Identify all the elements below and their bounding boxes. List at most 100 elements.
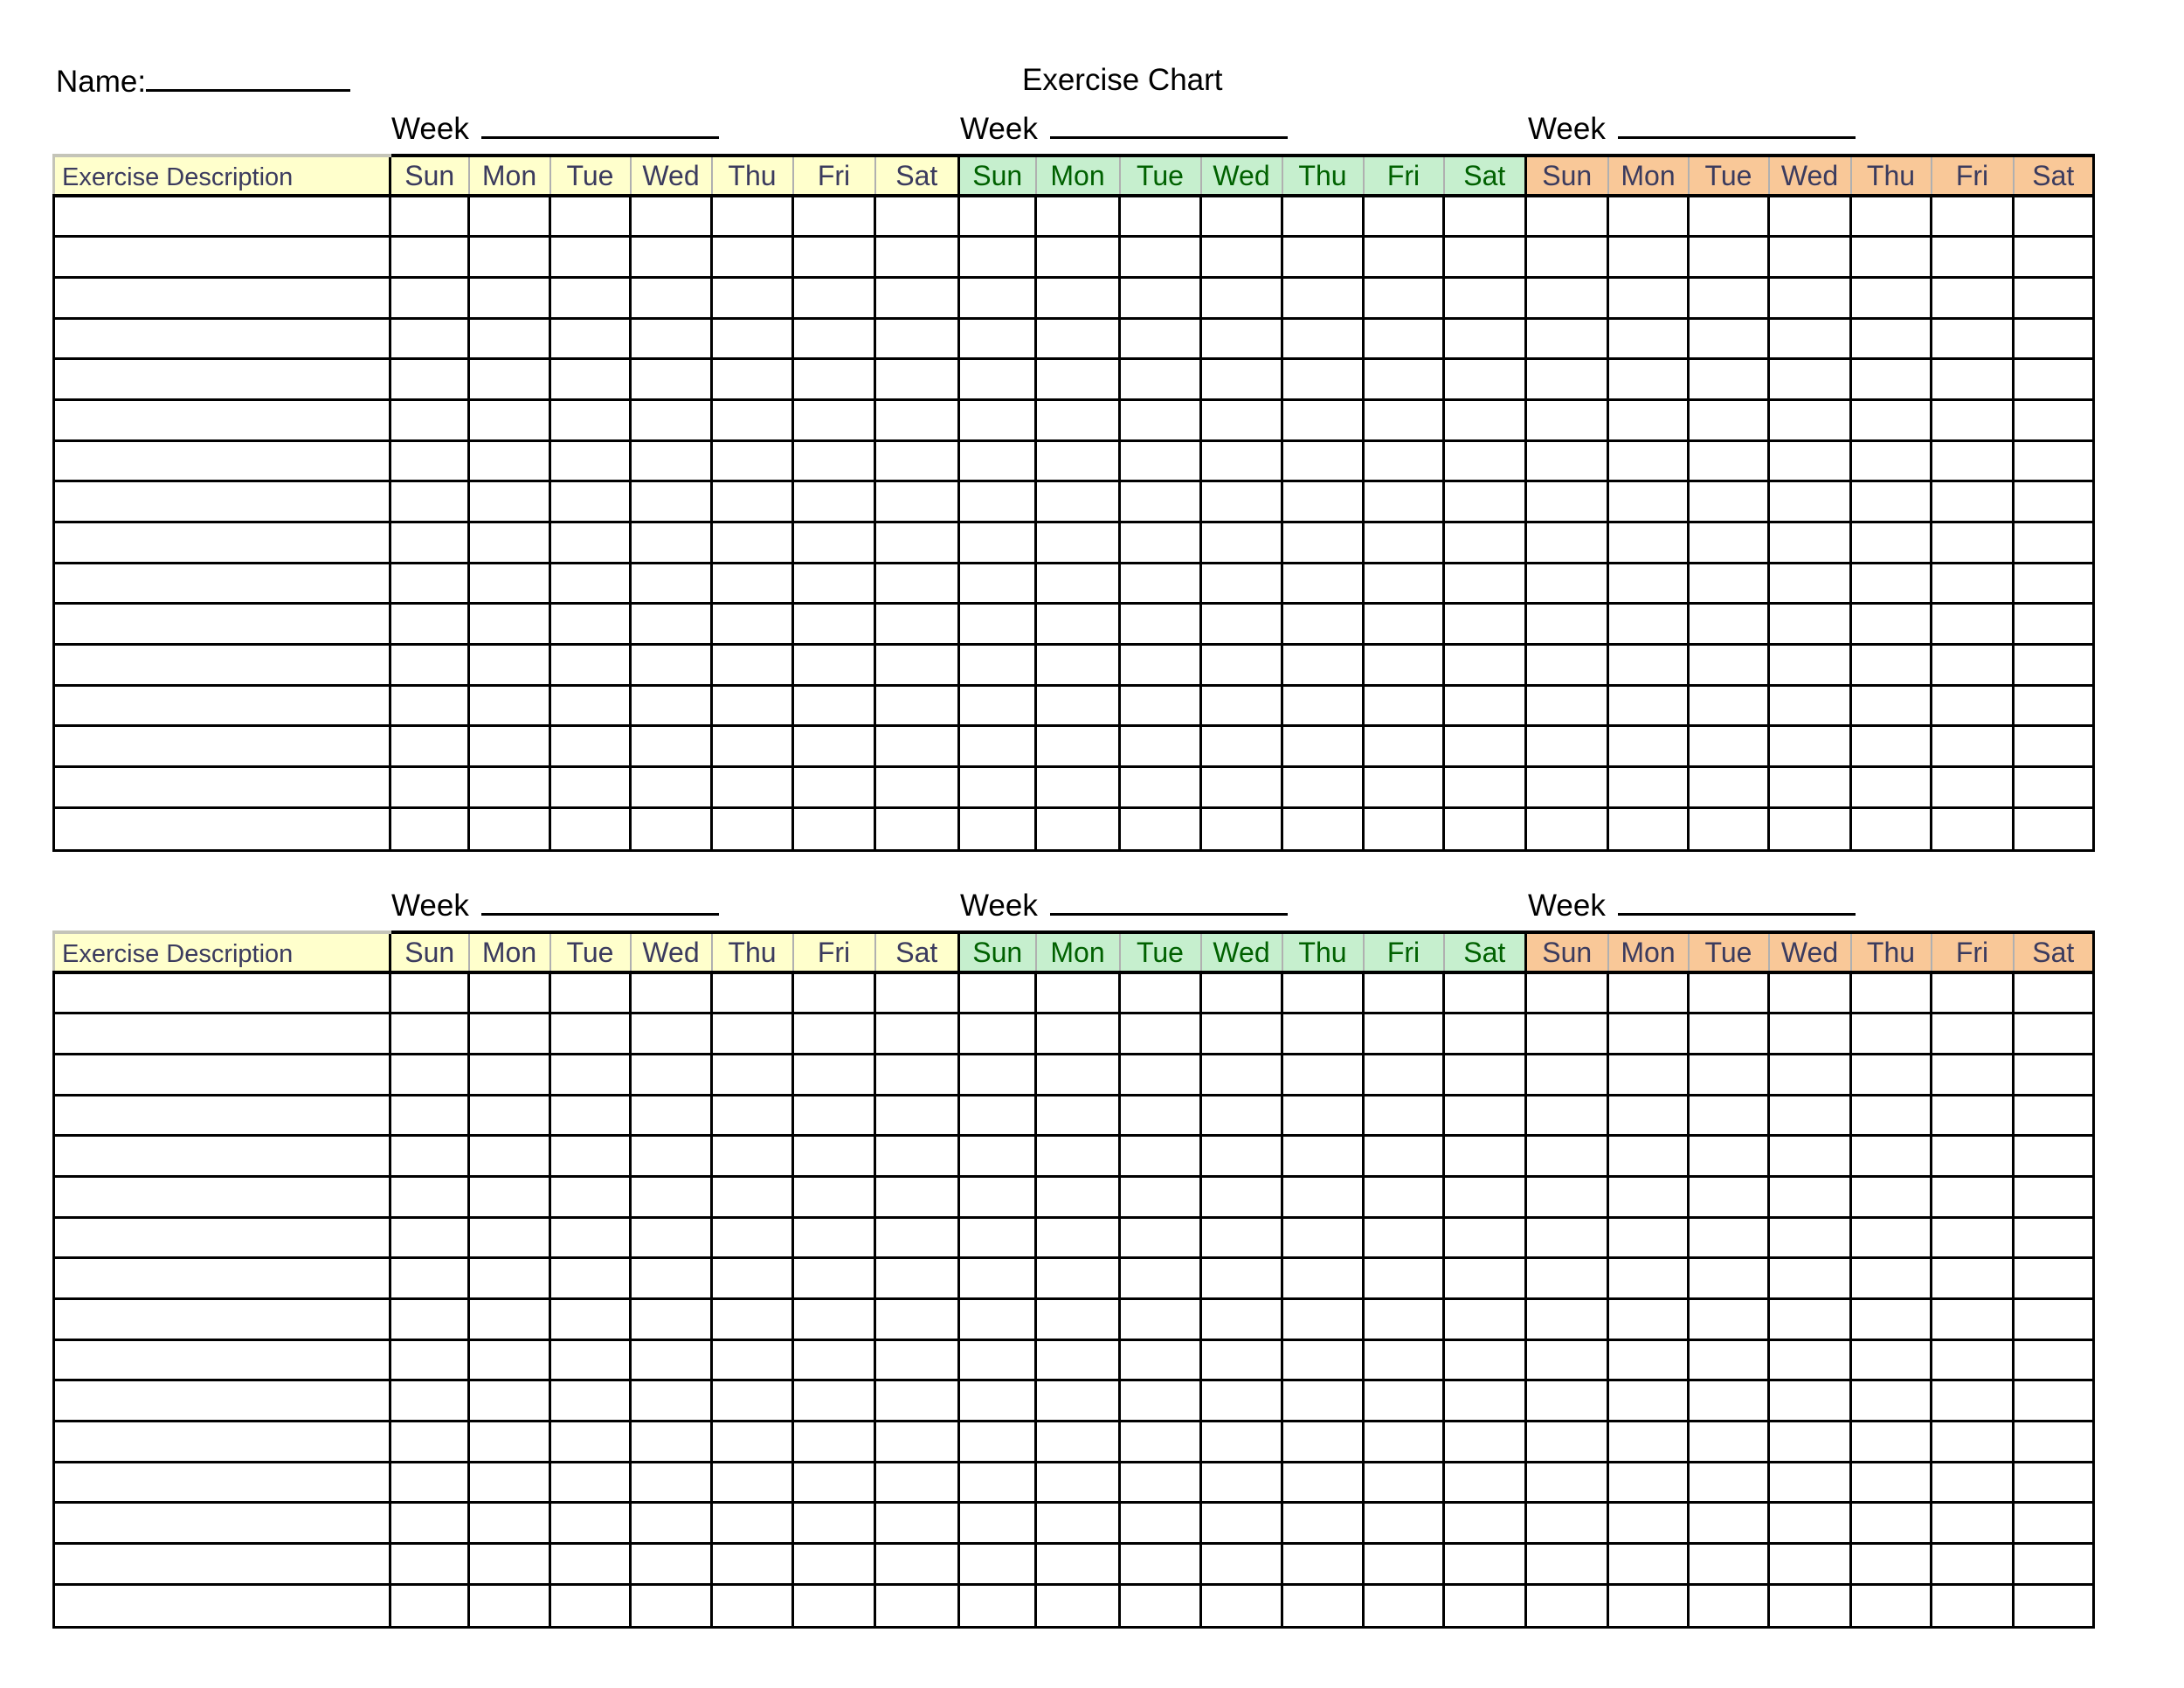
- day-entry-cell[interactable]: [1687, 1379, 1770, 1423]
- week-blank-line[interactable]: [1617, 112, 1856, 139]
- day-entry-cell[interactable]: [1199, 1215, 1283, 1260]
- day-entry-cell[interactable]: [957, 357, 1037, 401]
- day-entry-cell[interactable]: [1199, 194, 1283, 239]
- day-entry-cell[interactable]: [467, 275, 551, 320]
- day-entry-cell[interactable]: [2012, 275, 2095, 320]
- day-entry-cell[interactable]: [1930, 724, 2015, 769]
- day-entry-cell[interactable]: [2012, 1379, 2095, 1423]
- day-entry-cell[interactable]: [1118, 1542, 1202, 1586]
- day-entry-cell[interactable]: [1362, 1256, 1445, 1300]
- day-entry-cell[interactable]: [1849, 1215, 1932, 1260]
- day-entry-cell[interactable]: [1281, 1420, 1365, 1463]
- day-entry-cell[interactable]: [629, 235, 713, 279]
- day-entry-cell[interactable]: [957, 1174, 1037, 1219]
- day-entry-cell[interactable]: [791, 398, 876, 442]
- day-entry-cell[interactable]: [957, 724, 1037, 769]
- day-entry-cell[interactable]: [1118, 398, 1202, 442]
- exercise-description-cell[interactable]: [52, 602, 391, 647]
- day-entry-cell[interactable]: [1930, 316, 2015, 361]
- day-entry-cell[interactable]: [1687, 561, 1770, 605]
- day-entry-cell[interactable]: [1607, 643, 1690, 687]
- day-entry-cell[interactable]: [1849, 683, 1932, 728]
- day-entry-cell[interactable]: [1118, 439, 1202, 483]
- day-entry-cell[interactable]: [1199, 724, 1283, 769]
- day-entry-cell[interactable]: [1687, 480, 1770, 523]
- day-entry-cell[interactable]: [549, 683, 632, 728]
- day-entry-cell[interactable]: [1281, 602, 1365, 647]
- day-entry-cell[interactable]: [1687, 357, 1770, 401]
- day-entry-cell[interactable]: [629, 1174, 713, 1219]
- day-entry-cell[interactable]: [1442, 1582, 1527, 1629]
- day-entry-cell[interactable]: [1524, 724, 1609, 769]
- day-entry-cell[interactable]: [1118, 1134, 1202, 1178]
- day-entry-cell[interactable]: [389, 765, 470, 809]
- day-entry-cell[interactable]: [957, 1134, 1037, 1178]
- day-entry-cell[interactable]: [1281, 1582, 1365, 1629]
- exercise-description-cell[interactable]: [52, 1501, 391, 1546]
- day-entry-cell[interactable]: [1524, 806, 1609, 852]
- day-entry-cell[interactable]: [1687, 275, 1770, 320]
- day-entry-cell[interactable]: [1849, 1052, 1932, 1097]
- day-entry-cell[interactable]: [629, 275, 713, 320]
- day-entry-cell[interactable]: [791, 521, 876, 564]
- day-entry-cell[interactable]: [629, 398, 713, 442]
- day-entry-cell[interactable]: [1607, 398, 1690, 442]
- day-entry-cell[interactable]: [1034, 275, 1121, 320]
- day-entry-cell[interactable]: [1767, 1338, 1852, 1382]
- exercise-description-cell[interactable]: [52, 1297, 391, 1341]
- day-entry-cell[interactable]: [1442, 1012, 1527, 1055]
- day-entry-cell[interactable]: [1524, 1582, 1609, 1629]
- day-entry-cell[interactable]: [1930, 398, 2015, 442]
- exercise-description-cell[interactable]: [52, 1420, 391, 1463]
- day-entry-cell[interactable]: [389, 235, 470, 279]
- day-entry-cell[interactable]: [467, 1338, 551, 1382]
- day-entry-cell[interactable]: [1607, 480, 1690, 523]
- day-entry-cell[interactable]: [1034, 480, 1121, 523]
- day-entry-cell[interactable]: [1524, 1460, 1609, 1505]
- day-entry-cell[interactable]: [710, 724, 794, 769]
- day-entry-cell[interactable]: [1930, 1460, 2015, 1505]
- day-entry-cell[interactable]: [1281, 1501, 1365, 1546]
- day-entry-cell[interactable]: [1281, 275, 1365, 320]
- day-entry-cell[interactable]: [629, 1542, 713, 1586]
- day-entry-cell[interactable]: [549, 1134, 632, 1178]
- day-entry-cell[interactable]: [1118, 1379, 1202, 1423]
- day-entry-cell[interactable]: [874, 316, 960, 361]
- day-entry-cell[interactable]: [1607, 683, 1690, 728]
- day-entry-cell[interactable]: [1362, 1379, 1445, 1423]
- day-entry-cell[interactable]: [1199, 398, 1283, 442]
- day-entry-cell[interactable]: [1118, 1420, 1202, 1463]
- day-entry-cell[interactable]: [1442, 561, 1527, 605]
- day-entry-cell[interactable]: [1687, 1134, 1770, 1178]
- day-entry-cell[interactable]: [467, 1012, 551, 1055]
- day-entry-cell[interactable]: [1767, 1379, 1852, 1423]
- day-entry-cell[interactable]: [1930, 643, 2015, 687]
- day-entry-cell[interactable]: [874, 275, 960, 320]
- day-entry-cell[interactable]: [1362, 1338, 1445, 1382]
- day-entry-cell[interactable]: [1687, 971, 1770, 1015]
- day-entry-cell[interactable]: [1281, 439, 1365, 483]
- day-entry-cell[interactable]: [1849, 561, 1932, 605]
- day-entry-cell[interactable]: [874, 1215, 960, 1260]
- day-entry-cell[interactable]: [874, 971, 960, 1015]
- day-entry-cell[interactable]: [1118, 1215, 1202, 1260]
- day-entry-cell[interactable]: [1930, 683, 2015, 728]
- exercise-description-cell[interactable]: [52, 643, 391, 687]
- day-entry-cell[interactable]: [1767, 1542, 1852, 1586]
- day-entry-cell[interactable]: [1118, 971, 1202, 1015]
- exercise-description-cell[interactable]: [52, 1012, 391, 1055]
- day-entry-cell[interactable]: [957, 1052, 1037, 1097]
- day-entry-cell[interactable]: [710, 1297, 794, 1341]
- week-field[interactable]: Week: [391, 889, 719, 921]
- day-entry-cell[interactable]: [1767, 683, 1852, 728]
- day-entry-cell[interactable]: [1767, 1093, 1852, 1138]
- day-entry-cell[interactable]: [1442, 602, 1527, 647]
- day-entry-cell[interactable]: [1607, 1379, 1690, 1423]
- day-entry-cell[interactable]: [1767, 1420, 1852, 1463]
- day-entry-cell[interactable]: [710, 521, 794, 564]
- day-entry-cell[interactable]: [1607, 316, 1690, 361]
- day-entry-cell[interactable]: [791, 1093, 876, 1138]
- day-entry-cell[interactable]: [629, 1093, 713, 1138]
- day-entry-cell[interactable]: [1687, 806, 1770, 852]
- day-entry-cell[interactable]: [1442, 1134, 1527, 1178]
